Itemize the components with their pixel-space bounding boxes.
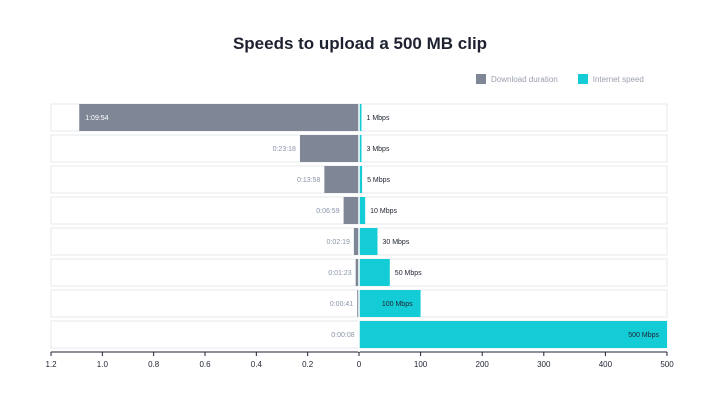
left-tick-label: 0.8	[148, 360, 160, 369]
right-tick-label: 400	[599, 360, 613, 369]
speed-bar-100-mbps	[359, 290, 421, 317]
left-tick-label: 0.6	[199, 360, 211, 369]
left-tick-label: 0.2	[302, 360, 314, 369]
legend-label-download-duration: Download duration	[491, 74, 558, 84]
legend-item-internet-speed: Internet speed	[577, 74, 644, 84]
legend: Download duration Internet speed	[476, 74, 664, 84]
legend-swatch-internet-speed	[577, 74, 588, 84]
speed-label-50-mbps: 50 Mbps	[395, 270, 422, 277]
duration-label-10-mbps: 0:06:59	[316, 208, 339, 215]
speed-bar-10-mbps	[359, 197, 366, 224]
duration-bar-10-mbps	[343, 197, 359, 224]
speed-bar-3-mbps	[359, 135, 362, 162]
speed-label-500-mbps: 500 Mbps	[628, 332, 659, 339]
speed-bar-500-mbps	[359, 321, 667, 348]
right-tick-label: 200	[476, 360, 490, 369]
speed-bar-50-mbps	[359, 259, 390, 286]
right-tick-label: 100	[414, 360, 428, 369]
duration-label-30-mbps: 0:02:19	[327, 239, 350, 246]
left-tick-label: 1.0	[97, 360, 109, 369]
duration-label-5-mbps: 0:13:58	[297, 177, 320, 184]
duration-bar-50-mbps	[355, 259, 359, 286]
duration-bar-30-mbps	[353, 228, 359, 255]
duration-label-500-mbps: 0:00:08	[331, 332, 354, 339]
legend-swatch-download-duration	[476, 74, 486, 84]
right-tick-label: 300	[537, 360, 551, 369]
speed-label-1-mbps: 1 Mbps	[367, 115, 390, 122]
speed-label-100-mbps: 100 Mbps	[382, 301, 413, 308]
duration-bar-3-mbps	[299, 135, 359, 162]
speed-bar-5-mbps	[359, 166, 363, 193]
duration-label-3-mbps: 0:23:18	[273, 146, 296, 153]
right-tick-label: 500	[660, 360, 674, 369]
speed-label-3-mbps: 3 Mbps	[367, 146, 390, 153]
speed-label-10-mbps: 10 Mbps	[370, 208, 397, 215]
duration-label-100-mbps: 0:00:41	[330, 301, 353, 308]
duration-label-50-mbps: 0:01:23	[328, 270, 351, 277]
speed-bar-1-mbps	[359, 104, 362, 131]
left-tick-label: 0	[357, 360, 362, 369]
duration-label-1-mbps: 1:09:54	[85, 115, 108, 122]
duration-bar-5-mbps	[324, 166, 359, 193]
left-tick-label: 1.2	[45, 360, 57, 369]
speed-label-30-mbps: 30 Mbps	[382, 239, 409, 246]
chart-title: Speeds to upload a 500 MB clip	[232, 34, 488, 53]
legend-label-internet-speed: Internet speed	[592, 74, 644, 84]
duration-bar-100-mbps	[357, 290, 359, 317]
left-tick-label: 0.4	[251, 360, 263, 369]
duration-bar-1-mbps	[79, 104, 359, 131]
legend-item-download-duration: Download duration	[476, 74, 558, 84]
speed-label-5-mbps: 5 Mbps	[367, 177, 390, 184]
speed-bar-30-mbps	[359, 228, 378, 255]
